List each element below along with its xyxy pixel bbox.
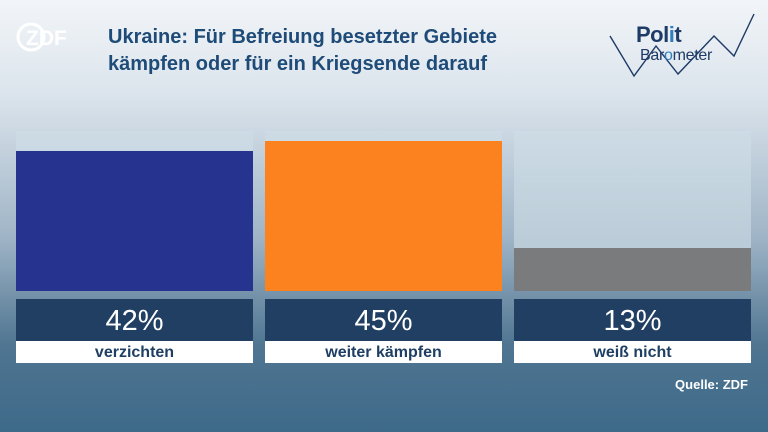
bar-column-verzichten: 42% verzichten: [16, 131, 253, 363]
zdf-logo-text: ZDF: [26, 27, 67, 50]
bar-track: [514, 131, 751, 291]
category-label-weiter-kaempfen: weiter kämpfen: [265, 341, 502, 363]
politbarometer-line-icon: [609, 13, 755, 78]
bar-weiter-kaempfen: [265, 141, 502, 291]
title-line-2: kämpfen oder für ein Kriegsende darauf: [108, 53, 487, 75]
source-note: Quelle: ZDF: [675, 377, 748, 392]
bar-track: [16, 131, 253, 291]
politbarometer-logo-word-1: Polit: [636, 22, 682, 47]
bar-track: [265, 131, 502, 291]
bar-column-weiss-nicht: 13% weiß nicht: [514, 131, 751, 363]
category-label-weiss-nicht: weiß nicht: [514, 341, 751, 363]
bar-weiss-nicht: [514, 247, 751, 291]
value-label-weiter-kaempfen: 45%: [265, 299, 502, 341]
chart-title: Ukraine: Für Befreiung besetzter Gebiete…: [108, 24, 578, 78]
bar-verzichten: [16, 151, 253, 291]
politbarometer-logo-word-2: Barometer: [640, 47, 713, 64]
category-label-verzichten: verzichten: [16, 341, 253, 363]
title-line-1: Ukraine: Für Befreiung besetzter Gebiete: [108, 26, 497, 48]
bar-column-weiter-kaempfen: 45% weiter kämpfen: [265, 131, 502, 363]
value-label-weiss-nicht: 13%: [514, 299, 751, 341]
zdf-logo: ZDF: [16, 22, 67, 52]
value-label-verzichten: 42%: [16, 299, 253, 341]
